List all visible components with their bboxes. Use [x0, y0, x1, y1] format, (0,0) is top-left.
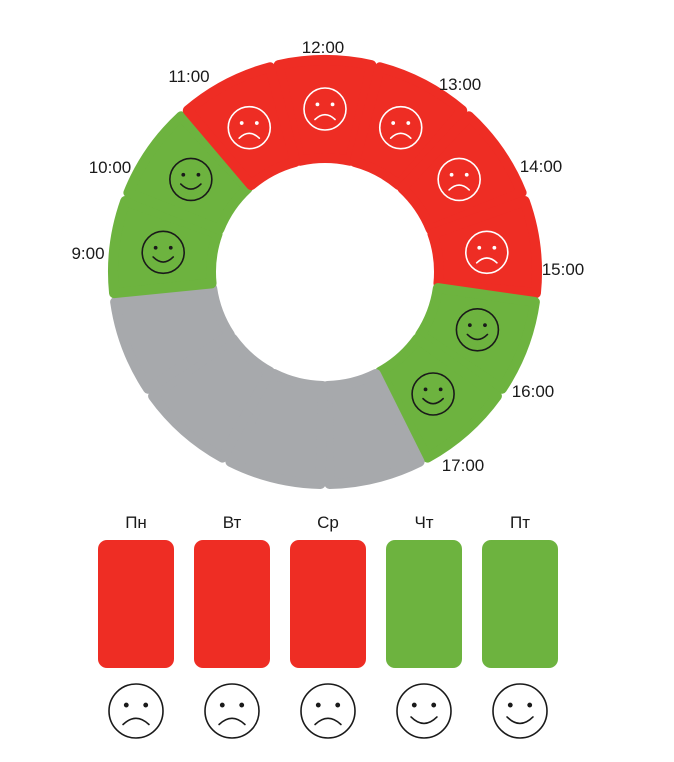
day-item: Чт: [386, 513, 462, 739]
happy-face-icon: [411, 372, 455, 416]
hour-labels: 9:00 10:00 11:00 12:00 13:00 14:00 15:00…: [71, 38, 584, 475]
day-item: Пт: [482, 513, 558, 739]
day-bar: [482, 540, 558, 668]
hour-label-10: 10:00: [89, 158, 132, 177]
sad-face-icon: [204, 683, 260, 739]
hour-segment: [108, 195, 223, 299]
sad-face-icon: [303, 87, 347, 131]
hour-segment: [148, 333, 275, 463]
day-item: Ср: [290, 513, 366, 739]
hour-segment: [273, 55, 377, 166]
day-label: Вт: [223, 513, 242, 532]
hour-segment: [322, 369, 425, 489]
hour-segment: [349, 62, 468, 191]
hour-segment: [110, 283, 235, 394]
hour-label-12: 12:00: [302, 38, 345, 57]
happy-face-icon: [141, 230, 185, 275]
day-label: Пт: [510, 513, 530, 532]
hour-label-14: 14:00: [520, 157, 563, 176]
hour-label-11: 11:00: [168, 67, 209, 86]
day-item: Вт: [194, 513, 270, 739]
happy-face-icon: [169, 157, 213, 202]
hour-segment: [427, 195, 542, 299]
hour-ring: [108, 55, 542, 489]
day-label: Чт: [414, 513, 433, 532]
sad-face-icon: [108, 683, 164, 739]
happy-face-icon: [396, 683, 452, 739]
sad-face-icon: [378, 105, 423, 150]
hour-segment: [225, 369, 328, 489]
sad-face-icon: [227, 105, 272, 150]
hour-label-9: 9:00: [71, 244, 104, 263]
sad-face-icon: [300, 683, 356, 739]
hour-segment: [375, 333, 502, 463]
day-item: Пн: [98, 513, 174, 739]
day-bar: [386, 540, 462, 668]
hour-segment: [415, 283, 540, 394]
hour-segment: [182, 62, 301, 191]
day-bar: [98, 540, 174, 668]
hour-label-15: 15:00: [542, 260, 585, 279]
hour-segment: [123, 111, 253, 235]
day-bar: [194, 540, 270, 668]
sad-face-icon: [465, 230, 509, 275]
day-bar: [290, 540, 366, 668]
happy-face-icon: [492, 683, 548, 739]
day-label: Ср: [317, 513, 339, 532]
day-label: Пн: [125, 513, 147, 532]
happy-face-icon: [455, 308, 500, 352]
sad-face-icon: [437, 157, 481, 202]
hour-label-16: 16:00: [512, 382, 555, 401]
hour-label-17: 17:00: [442, 456, 485, 475]
weekday-row: Пн Вт Ср Чт Пт: [98, 513, 558, 739]
hour-segment: [397, 111, 527, 235]
hour-label-13: 13:00: [439, 75, 482, 94]
